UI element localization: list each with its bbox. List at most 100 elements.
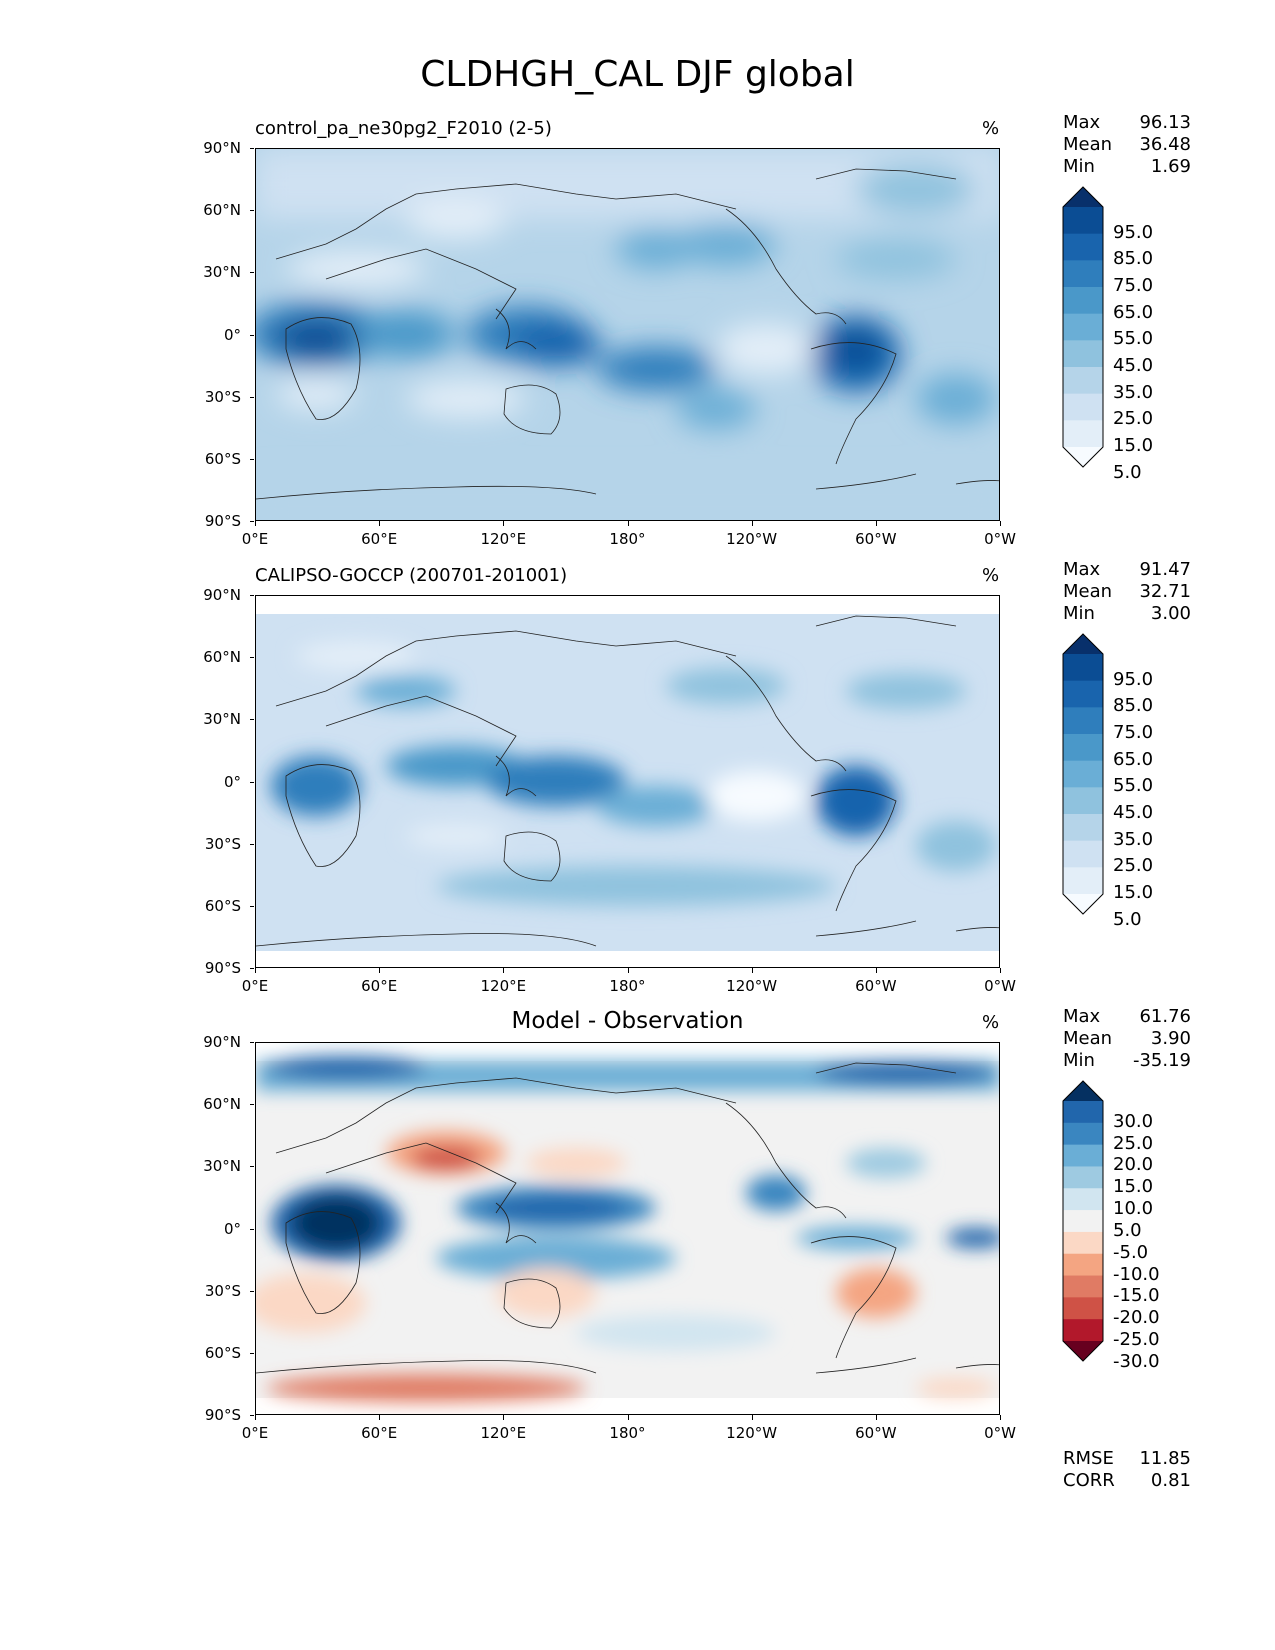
colorbar-tick-label: -30.0 [1113, 1350, 1160, 1372]
colorbar-tick-label: 95.0 [1113, 668, 1154, 690]
lat-tick-label: 90°N [203, 1033, 241, 1051]
colorbar-tick-label: -15.0 [1113, 1285, 1160, 1307]
lat-tick [250, 272, 254, 274]
stat-label: Min [1063, 603, 1095, 624]
lon-tick [751, 968, 753, 973]
lon-tick-label: 0°E [241, 530, 269, 548]
lat-tick-label: 60°S [204, 1343, 241, 1362]
colorbar-segment [1063, 260, 1103, 288]
rmse-value: 11.85 [1139, 1448, 1191, 1469]
lat-tick-label: 30°N [203, 263, 241, 282]
lat-tick [250, 521, 254, 522]
stat-value: 3.90 [1150, 1028, 1191, 1049]
lat-tick [250, 1042, 254, 1043]
colorbar-segment [1063, 340, 1103, 368]
lat-tick-label: 60°S [204, 896, 241, 915]
error-stats: RMSE 11.85 CORR 0.81 [1063, 1448, 1191, 1492]
lon-tick [379, 521, 381, 526]
colorbar-tick-label: 20.0 [1113, 1154, 1154, 1176]
colorbar [1062, 1080, 1104, 1362]
summary-stats: Max 96.13 Mean 36.48 Min 1.69 [1063, 112, 1191, 178]
lat-tick [250, 595, 254, 596]
stat-value: 61.76 [1139, 1006, 1191, 1027]
lat-tick [250, 210, 254, 212]
stat-value: 1.69 [1150, 156, 1191, 177]
lat-tick [250, 1104, 254, 1106]
colorbar-extend-min [1063, 447, 1103, 467]
colorbar-tick-label: 85.0 [1113, 695, 1154, 717]
lon-tick-label: 0°W [984, 977, 1016, 995]
stat-value: 32.71 [1139, 581, 1191, 602]
lat-tick-label: 30°S [204, 387, 241, 406]
lat-tick [250, 1290, 254, 1292]
colorbar-segment [1063, 233, 1103, 261]
lon-tick-label: 60°W [855, 1424, 897, 1442]
rmse-label: RMSE [1063, 1448, 1114, 1469]
map-plot [255, 148, 1000, 521]
corr-value: 0.81 [1150, 1470, 1191, 1491]
lat-tick-label: 90°N [203, 586, 241, 604]
lon-tick [503, 968, 505, 973]
lon-tick-label: 0°E [241, 977, 269, 995]
colorbar-segment [1063, 1144, 1103, 1167]
lat-tick [250, 905, 254, 907]
lat-tick-label: 30°N [203, 710, 241, 729]
colorbar-segment [1063, 707, 1103, 735]
lat-tick-label: 60°S [204, 449, 241, 468]
colorbar [1062, 633, 1104, 915]
lat-tick-label: 30°S [204, 1281, 241, 1300]
lon-tick-label: 60°E [361, 977, 398, 995]
lon-tick-label: 180° [609, 1424, 646, 1442]
colorbar-tick-label: 25.0 [1113, 855, 1154, 877]
lon-tick [627, 1415, 629, 1420]
colorbar-outline [1062, 186, 1104, 468]
lon-tick-label: 0°E [241, 1424, 269, 1442]
colorbar-segment [1063, 734, 1103, 762]
colorbar-tick-label: 45.0 [1113, 355, 1154, 376]
stat-value: 36.48 [1139, 134, 1191, 155]
panel-title: CALIPSO-GOCCP (200701-201001) [255, 565, 568, 586]
map-heatmap [256, 149, 999, 520]
lat-tick [250, 334, 254, 336]
panel-title: control_pa_ne30pg2_F2010 (2-5) [255, 118, 552, 139]
colorbar-segment [1063, 1319, 1103, 1342]
stat-value: 91.47 [1139, 559, 1191, 580]
coastlines [256, 1062, 999, 1374]
colorbar-segment [1063, 287, 1103, 315]
colorbar-tick-label: 65.0 [1113, 748, 1154, 770]
coastlines [256, 615, 999, 947]
colorbar-tick-label: 75.0 [1113, 275, 1154, 296]
colorbar-segment [1063, 313, 1103, 341]
lat-tick-label: 0° [223, 1219, 241, 1238]
lon-tick [875, 521, 877, 526]
lon-tick [875, 1415, 877, 1420]
lon-tick-label: 180° [609, 530, 646, 548]
colorbar-segment [1063, 840, 1103, 868]
panel-title: Model - Observation [511, 1008, 744, 1034]
map-plot [255, 1042, 1000, 1415]
colorbar-extend-min [1063, 894, 1103, 914]
stat-label: Mean [1063, 134, 1113, 155]
lon-tick [627, 968, 629, 973]
colorbar-tick-label: 30.0 [1113, 1110, 1154, 1132]
lon-tick-label: 120°W [726, 530, 778, 548]
colorbar-tick-label: 25.0 [1113, 408, 1154, 430]
stat-value: 3.00 [1150, 603, 1191, 624]
lat-tick-label: 60°N [203, 201, 241, 220]
colorbar-tick-label: 15.0 [1113, 435, 1154, 456]
colorbar-tick-label: 5.0 [1113, 1219, 1142, 1241]
lon-tick [379, 1415, 381, 1420]
stat-value: 96.13 [1139, 112, 1191, 133]
panel-unit: % [982, 565, 1000, 586]
colorbar-tick-label: 55.0 [1113, 328, 1154, 350]
lon-tick-label: 60°W [855, 977, 897, 995]
colorbar-segment [1063, 393, 1103, 421]
coastlines [256, 168, 999, 500]
lon-tick-label: 120°W [726, 1424, 778, 1442]
panel-observation: CALIPSO-GOCCP (200701-201001) % [0, 559, 1275, 1025]
colorbar-tick-label: 35.0 [1113, 381, 1154, 403]
colorbar-tick-label: 10.0 [1113, 1198, 1154, 1220]
lon-tick-label: 120°E [480, 977, 527, 995]
lat-tick [250, 781, 254, 783]
panel-difference: Model - Observation % [0, 1006, 1275, 1491]
